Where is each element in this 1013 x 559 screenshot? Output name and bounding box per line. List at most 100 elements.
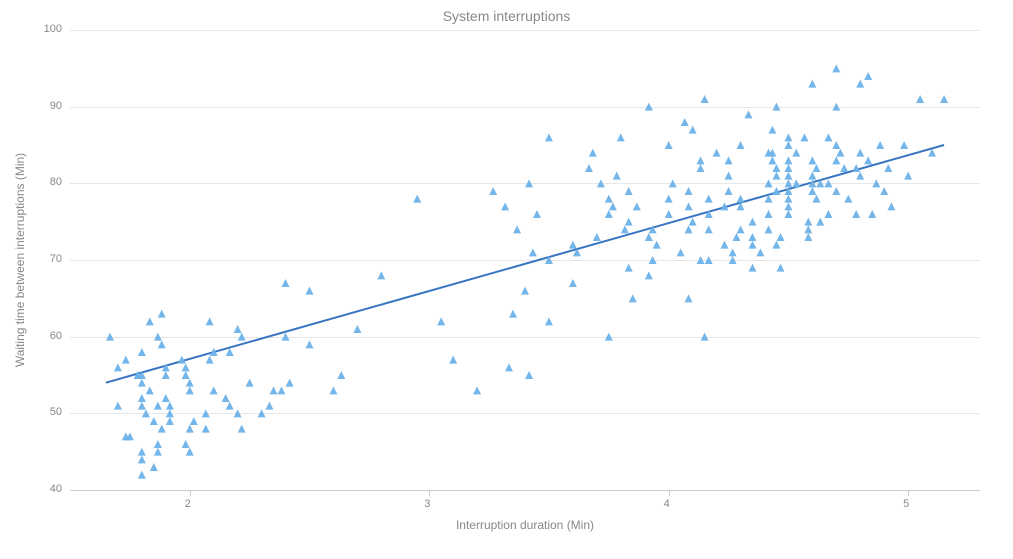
x-tick — [908, 490, 909, 496]
scatter-point — [138, 379, 146, 387]
scatter-point — [645, 103, 653, 111]
scatter-point — [545, 133, 553, 141]
scatter-point — [685, 202, 693, 210]
scatter-point — [729, 256, 737, 264]
scatter-point — [621, 225, 629, 233]
scatter-point — [146, 386, 154, 394]
scatter-point — [713, 149, 721, 157]
scatter-point — [186, 379, 194, 387]
scatter-point — [182, 363, 190, 371]
scatter-point — [824, 210, 832, 218]
scatter-point — [186, 425, 194, 433]
scatter-point — [816, 218, 824, 226]
scatter-point — [270, 386, 278, 394]
scatter-point — [202, 409, 210, 417]
scatter-point — [749, 233, 757, 241]
scatter-point — [234, 409, 242, 417]
scatter-point — [182, 440, 190, 448]
scatter-point — [840, 164, 848, 172]
scatter-point — [916, 95, 924, 103]
scatter-point — [685, 187, 693, 195]
scatter-point — [856, 149, 864, 157]
scatter-point — [158, 425, 166, 433]
chart-container: System interruptions Interruption durati… — [0, 0, 1013, 559]
scatter-point — [122, 356, 130, 364]
scatter-point — [832, 156, 840, 164]
scatter-point — [210, 386, 218, 394]
x-tick — [429, 490, 430, 496]
scatter-point — [784, 202, 792, 210]
scatter-point — [804, 225, 812, 233]
scatter-point — [629, 294, 637, 302]
scatter-point — [765, 179, 773, 187]
scatter-point — [665, 210, 673, 218]
scatter-point — [844, 195, 852, 203]
scatter-point — [138, 348, 146, 356]
scatter-point — [852, 164, 860, 172]
scatter-point — [353, 325, 361, 333]
scatter-point — [501, 202, 509, 210]
scatter-point — [765, 210, 773, 218]
scatter-point — [772, 172, 780, 180]
y-tick-label: 40 — [50, 483, 62, 495]
scatter-point — [206, 356, 214, 364]
scatter-point — [653, 241, 661, 249]
scatter-point — [633, 202, 641, 210]
scatter-point — [521, 287, 529, 295]
scatter-point — [625, 264, 633, 272]
y-tick-label: 80 — [50, 176, 62, 188]
scatter-point — [593, 233, 601, 241]
x-tick — [669, 490, 670, 496]
scatter-point — [437, 317, 445, 325]
scatter-point — [697, 256, 705, 264]
scatter-point — [900, 141, 908, 149]
scatter-point — [234, 325, 242, 333]
scatter-point — [784, 156, 792, 164]
scatter-point — [808, 187, 816, 195]
scatter-point — [864, 72, 872, 80]
scatter-point — [872, 179, 880, 187]
scatter-point — [737, 225, 745, 233]
scatter-point — [258, 409, 266, 417]
scatter-point — [669, 179, 677, 187]
scatter-point — [725, 156, 733, 164]
scatter-point — [665, 141, 673, 149]
y-tick-label: 90 — [50, 100, 62, 112]
scatter-point — [569, 279, 577, 287]
scatter-point — [186, 386, 194, 394]
scatter-point — [305, 287, 313, 295]
scatter-point — [685, 225, 693, 233]
scatter-point — [645, 271, 653, 279]
scatter-point — [744, 110, 752, 118]
scatter-point — [832, 141, 840, 149]
scatter-point — [449, 356, 457, 364]
scatter-point — [286, 379, 294, 387]
scatter-point — [784, 141, 792, 149]
scatter-point — [138, 394, 146, 402]
scatter-point — [689, 126, 697, 134]
scatter-point — [772, 103, 780, 111]
scatter-point — [329, 386, 337, 394]
scatter-point — [277, 386, 285, 394]
scatter-point — [305, 340, 313, 348]
scatter-point — [804, 233, 812, 241]
scatter-point — [685, 294, 693, 302]
scatter-point — [238, 333, 246, 341]
scatter-point — [489, 187, 497, 195]
scatter-point — [777, 264, 785, 272]
scatter-point — [824, 179, 832, 187]
scatter-point — [166, 409, 174, 417]
scatter-point — [756, 248, 764, 256]
scatter-point — [792, 149, 800, 157]
scatter-point — [689, 218, 697, 226]
scatter-point — [681, 118, 689, 126]
scatter-point — [154, 448, 162, 456]
scatter-point — [749, 218, 757, 226]
scatter-point — [265, 402, 273, 410]
scatter-point — [106, 333, 114, 341]
scatter-point — [158, 340, 166, 348]
scatter-point — [729, 248, 737, 256]
scatter-point — [114, 363, 122, 371]
scatter-point — [473, 386, 481, 394]
scatter-point — [876, 141, 884, 149]
